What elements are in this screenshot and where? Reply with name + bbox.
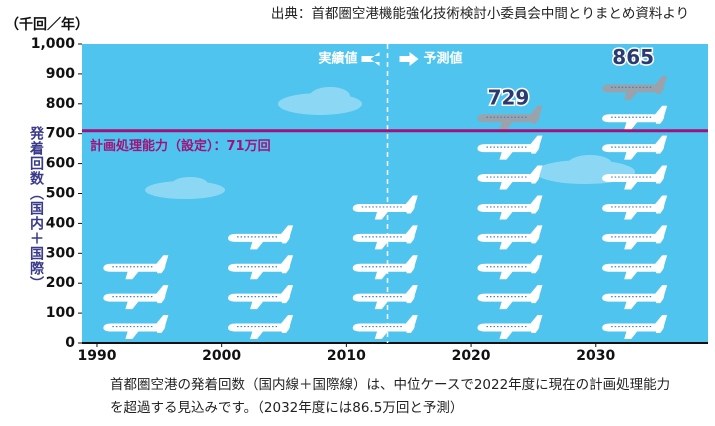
unit: （千回／年） — [5, 16, 89, 33]
y-tick-label: 900 — [46, 66, 75, 82]
y-tick-label: 600 — [46, 156, 75, 172]
x-tick-label: 2030 — [576, 348, 615, 364]
arrow-right — [399, 52, 419, 66]
y-tick-label: 700 — [46, 126, 75, 142]
value-label: 729 — [488, 86, 530, 110]
reference-label: 計画処理能力（設定）：71万回 — [90, 138, 271, 154]
y-tick-label: 100 — [46, 305, 75, 321]
x-tick-label: 2010 — [327, 348, 366, 364]
x-tick-label: 2020 — [452, 348, 491, 364]
plot-background — [82, 44, 708, 343]
plane-column — [102, 254, 169, 340]
divider-left-label: 実績値 — [319, 51, 358, 67]
y-tick-label: 200 — [46, 275, 75, 291]
y-tick-label: 400 — [46, 215, 75, 231]
y-tick-label: 800 — [46, 96, 75, 112]
plane-column — [601, 75, 668, 340]
y-tick-label: 300 — [46, 245, 75, 261]
x-tick-label: 2000 — [202, 348, 241, 364]
plot-area — [82, 44, 708, 343]
y-tick-label: 1,000 — [31, 36, 76, 52]
caption: を超過する見込みです。（2032年度には86.5万回と予測） — [110, 400, 463, 416]
y-tick-label: 500 — [46, 186, 75, 202]
y-tick-label: 0 — [65, 335, 75, 351]
x-tick-label: 1990 — [77, 348, 116, 364]
y-axis-label: 発着回数（国内＋国際） — [28, 125, 45, 291]
value-label: 865 — [612, 45, 654, 69]
divider-right-label: 予測値 — [424, 51, 463, 67]
caption: 首都圏空港の発着回数（国内線＋国際線）は、中位ケースで2022年度に現在の計画処… — [110, 376, 670, 393]
arrow-left — [361, 52, 380, 66]
source: 出典：首都圏空港機能強化技術検討小委員会中間とりまとめ資料より — [271, 6, 689, 22]
